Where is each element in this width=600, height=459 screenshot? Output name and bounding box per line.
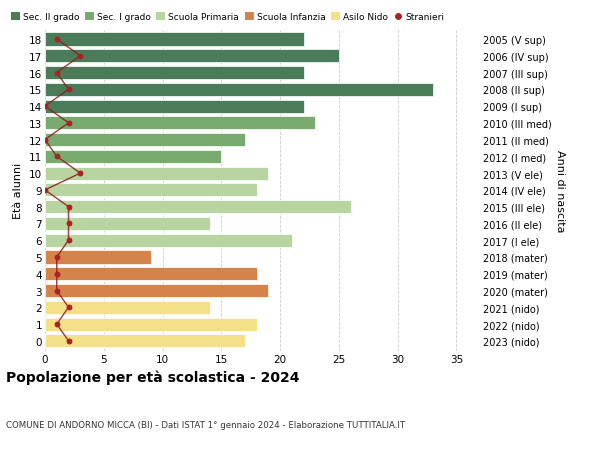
Bar xyxy=(45,218,209,230)
Point xyxy=(40,103,50,111)
Y-axis label: Anni di nascita: Anni di nascita xyxy=(556,149,565,232)
Point xyxy=(76,53,85,60)
Bar xyxy=(45,67,304,80)
Bar xyxy=(45,134,245,147)
Bar xyxy=(45,167,268,180)
Point xyxy=(52,254,62,261)
Bar xyxy=(45,201,350,214)
Point xyxy=(40,187,50,194)
Bar xyxy=(45,318,257,331)
Text: COMUNE DI ANDORNO MICCA (BI) - Dati ISTAT 1° gennaio 2024 - Elaborazione TUTTITA: COMUNE DI ANDORNO MICCA (BI) - Dati ISTA… xyxy=(6,420,405,429)
Bar xyxy=(45,84,433,96)
Bar xyxy=(45,335,245,347)
Bar xyxy=(45,34,304,46)
Point xyxy=(64,337,73,345)
Point xyxy=(40,137,50,144)
Point xyxy=(52,70,62,77)
Legend: Sec. II grado, Sec. I grado, Scuola Primaria, Scuola Infanzia, Asilo Nido, Stran: Sec. II grado, Sec. I grado, Scuola Prim… xyxy=(11,13,445,22)
Point xyxy=(52,270,62,278)
Bar xyxy=(45,301,209,314)
Bar xyxy=(45,100,304,113)
Bar xyxy=(45,184,257,197)
Point xyxy=(64,120,73,127)
Point xyxy=(52,36,62,44)
Point xyxy=(52,287,62,295)
Y-axis label: Età alunni: Età alunni xyxy=(13,162,23,218)
Bar xyxy=(45,268,257,281)
Bar xyxy=(45,251,151,264)
Bar xyxy=(45,151,221,163)
Point xyxy=(64,304,73,311)
Point xyxy=(64,220,73,228)
Point xyxy=(64,203,73,211)
Point xyxy=(64,86,73,94)
Bar xyxy=(45,50,339,63)
Point xyxy=(64,237,73,244)
Text: Popolazione per età scolastica - 2024: Popolazione per età scolastica - 2024 xyxy=(6,369,299,384)
Bar xyxy=(45,234,292,247)
Point xyxy=(76,170,85,178)
Bar xyxy=(45,285,268,297)
Point xyxy=(52,153,62,161)
Point xyxy=(52,321,62,328)
Bar xyxy=(45,117,316,130)
